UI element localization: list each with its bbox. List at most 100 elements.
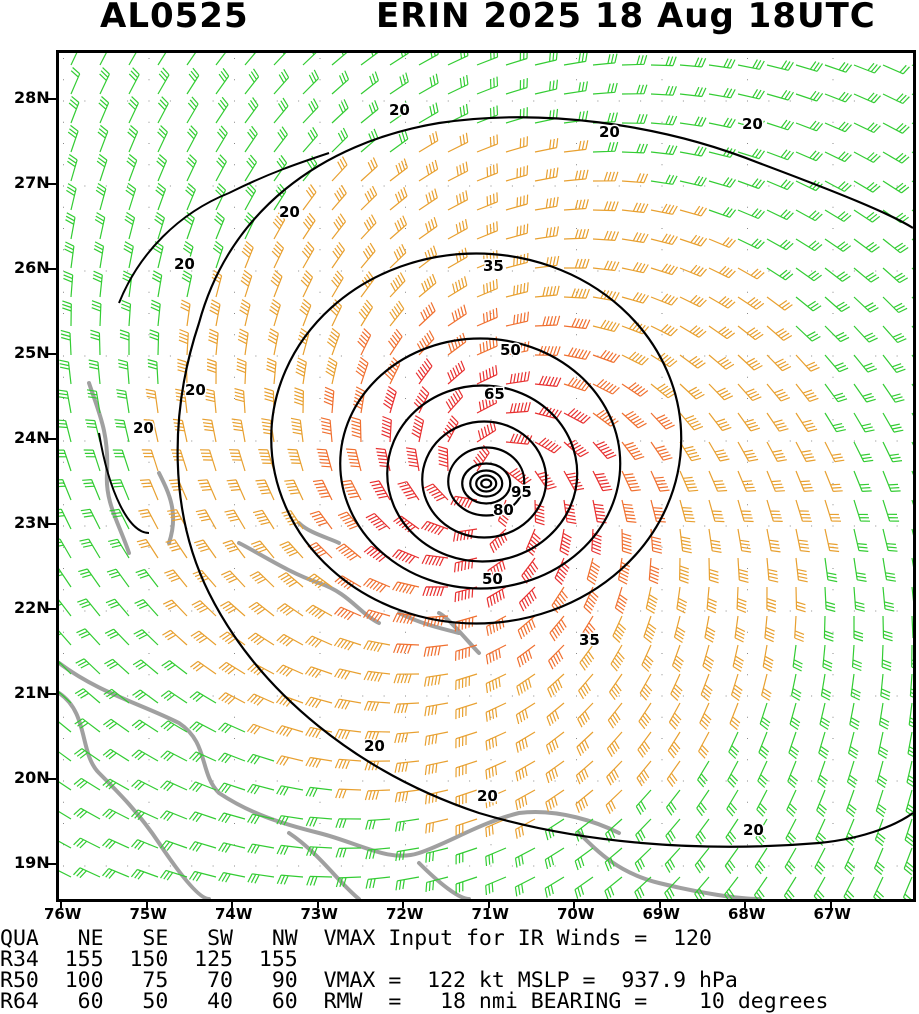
wind-barb [131, 719, 159, 733]
lon-tick [145, 902, 148, 908]
wind-barb [309, 510, 333, 530]
wind-barb [218, 812, 246, 824]
wind-barb [363, 640, 391, 653]
wind-barb [244, 97, 259, 124]
wind-barb [824, 296, 851, 313]
wind-barb [515, 760, 536, 782]
wind-barb [393, 673, 420, 684]
wind-barb [650, 293, 679, 306]
wind-barb [670, 673, 683, 701]
coastline-6 [157, 471, 176, 545]
wind-barb [754, 847, 768, 875]
wind-barb [621, 470, 641, 492]
wind-barb [302, 126, 319, 153]
wind-barb [534, 437, 562, 454]
wind-barb [381, 415, 392, 443]
wind-barb [732, 644, 744, 672]
wind-barb [563, 347, 591, 360]
wind-barb [476, 393, 498, 414]
wind-barb [645, 586, 658, 614]
wind-barb [759, 702, 771, 731]
wind-barb [544, 847, 565, 870]
lon-tick [231, 902, 233, 908]
wind-barb [59, 538, 72, 559]
coastline-5 [87, 381, 131, 555]
wind-barb [545, 760, 565, 784]
wind-barb [911, 412, 913, 417]
lat-label: 28N [14, 88, 50, 107]
wind-barb [418, 302, 436, 327]
wind-barb [189, 691, 217, 704]
wind-barb [188, 781, 217, 793]
wind-barb [59, 599, 72, 617]
wind-barb [853, 180, 881, 193]
wind-barb [102, 748, 130, 762]
wind-barb [679, 294, 707, 308]
wind-barb [325, 357, 338, 385]
wind-barb [756, 789, 768, 817]
wind-barb [795, 586, 806, 613]
wind-barb [795, 528, 810, 553]
wind-barb [59, 479, 72, 501]
wind-barb [534, 285, 560, 298]
wind-barb [737, 178, 766, 190]
wind-barb [244, 125, 258, 153]
wind-barb [849, 702, 860, 730]
wind-barb [737, 59, 765, 70]
wind-barb [92, 270, 103, 298]
wind-barb [240, 269, 253, 298]
wind-barb [79, 538, 101, 559]
wind-barb [103, 718, 130, 733]
wind-barb [249, 571, 275, 588]
wind-barb [237, 328, 249, 356]
wind-barb [679, 557, 690, 584]
wind-barb [476, 221, 498, 240]
wind-barb [592, 53, 618, 66]
wind-barb [264, 387, 275, 414]
wind-barb [877, 731, 889, 759]
wind-barb [824, 528, 840, 553]
wind-barb [563, 110, 589, 124]
wind-barb [323, 386, 335, 414]
wind-barb [728, 731, 740, 759]
wind-barb [99, 67, 110, 95]
contour-label: 20 [279, 203, 300, 221]
wind-barb [592, 378, 620, 395]
wind-barb [239, 299, 251, 327]
wind-barb [766, 412, 789, 432]
wind-barb [621, 528, 632, 555]
wind-barb [364, 789, 391, 801]
wind-barb [853, 557, 867, 582]
wind-barb [178, 328, 189, 356]
stats-line-r34: R34 155 150 125 155 [0, 947, 298, 972]
wind-barb [104, 658, 130, 675]
wind-barb [383, 386, 397, 414]
wind-barb [305, 816, 333, 827]
wind-barb [75, 658, 101, 675]
wind-barb [73, 777, 101, 791]
wind-barb [155, 182, 167, 211]
wind-barb [844, 847, 856, 875]
wind-barb [59, 419, 72, 443]
wind-barb [650, 115, 678, 126]
wind-barb [90, 329, 101, 356]
lon-label: 67W [813, 905, 851, 923]
wind-barb [698, 731, 710, 759]
wind-barb [302, 53, 317, 66]
wind-barb [103, 688, 130, 704]
wind-barb [406, 447, 420, 472]
wind-barb [112, 449, 130, 472]
wind-barb [395, 818, 420, 832]
wind-barb [785, 818, 797, 846]
wind-barb [333, 637, 362, 651]
wind-barb [476, 163, 499, 182]
wind-barb [334, 668, 362, 680]
contour-label: 20 [599, 123, 620, 141]
wind-barb [67, 124, 79, 153]
wind-barb [275, 694, 304, 707]
wind-barb [903, 847, 913, 876]
wind-barb [425, 876, 449, 892]
wind-barb [365, 818, 391, 830]
wind-barb [621, 261, 649, 274]
coastline-4 [577, 831, 761, 899]
